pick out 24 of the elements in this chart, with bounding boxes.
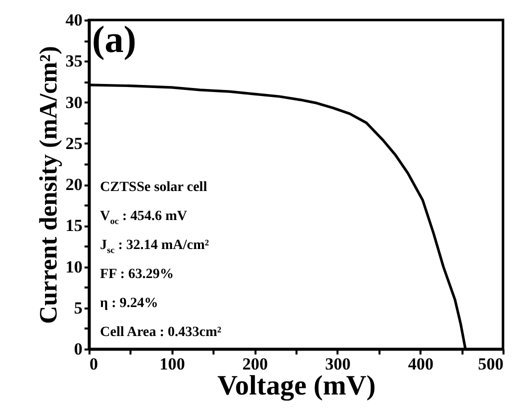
x-tick-label: 100 [160,354,186,374]
y-tick-label: 35 [66,52,82,71]
y-tick-label: 20 [66,175,82,194]
y-tick-label: 10 [66,257,82,276]
annotation: V$_{oc}$ : 454.6 mV [100,209,188,226]
annotation: CZTSSe solar cell [100,180,208,196]
x-tick-label: 0 [90,354,98,374]
y-tick-label: 40 [66,10,82,30]
annotation: η : 9.24% [100,296,158,312]
x-tick-label: 500 [478,354,504,374]
y-tick-label: 25 [66,134,82,153]
annotation: (a) [92,18,136,62]
y-axis-title: Current density (mA/cm²) [36,46,62,324]
y-tick-label: 5 [74,298,82,318]
y-tick-label: 0 [74,340,82,358]
x-tick-label: 200 [242,354,268,374]
y-tick-label: 15 [66,216,82,236]
y-tick-label: 30 [66,92,82,112]
x-tick-label: 400 [408,354,434,374]
x-tick-label: 300 [325,354,351,374]
x-axis-title: Voltage (mV) [217,370,376,402]
annotation: FF : 63.29% [100,267,174,283]
annotation: J$_{sc}$ : 32.14 mA/cm² [100,238,209,255]
annotation: Cell Area : 0.433cm² [100,325,222,341]
